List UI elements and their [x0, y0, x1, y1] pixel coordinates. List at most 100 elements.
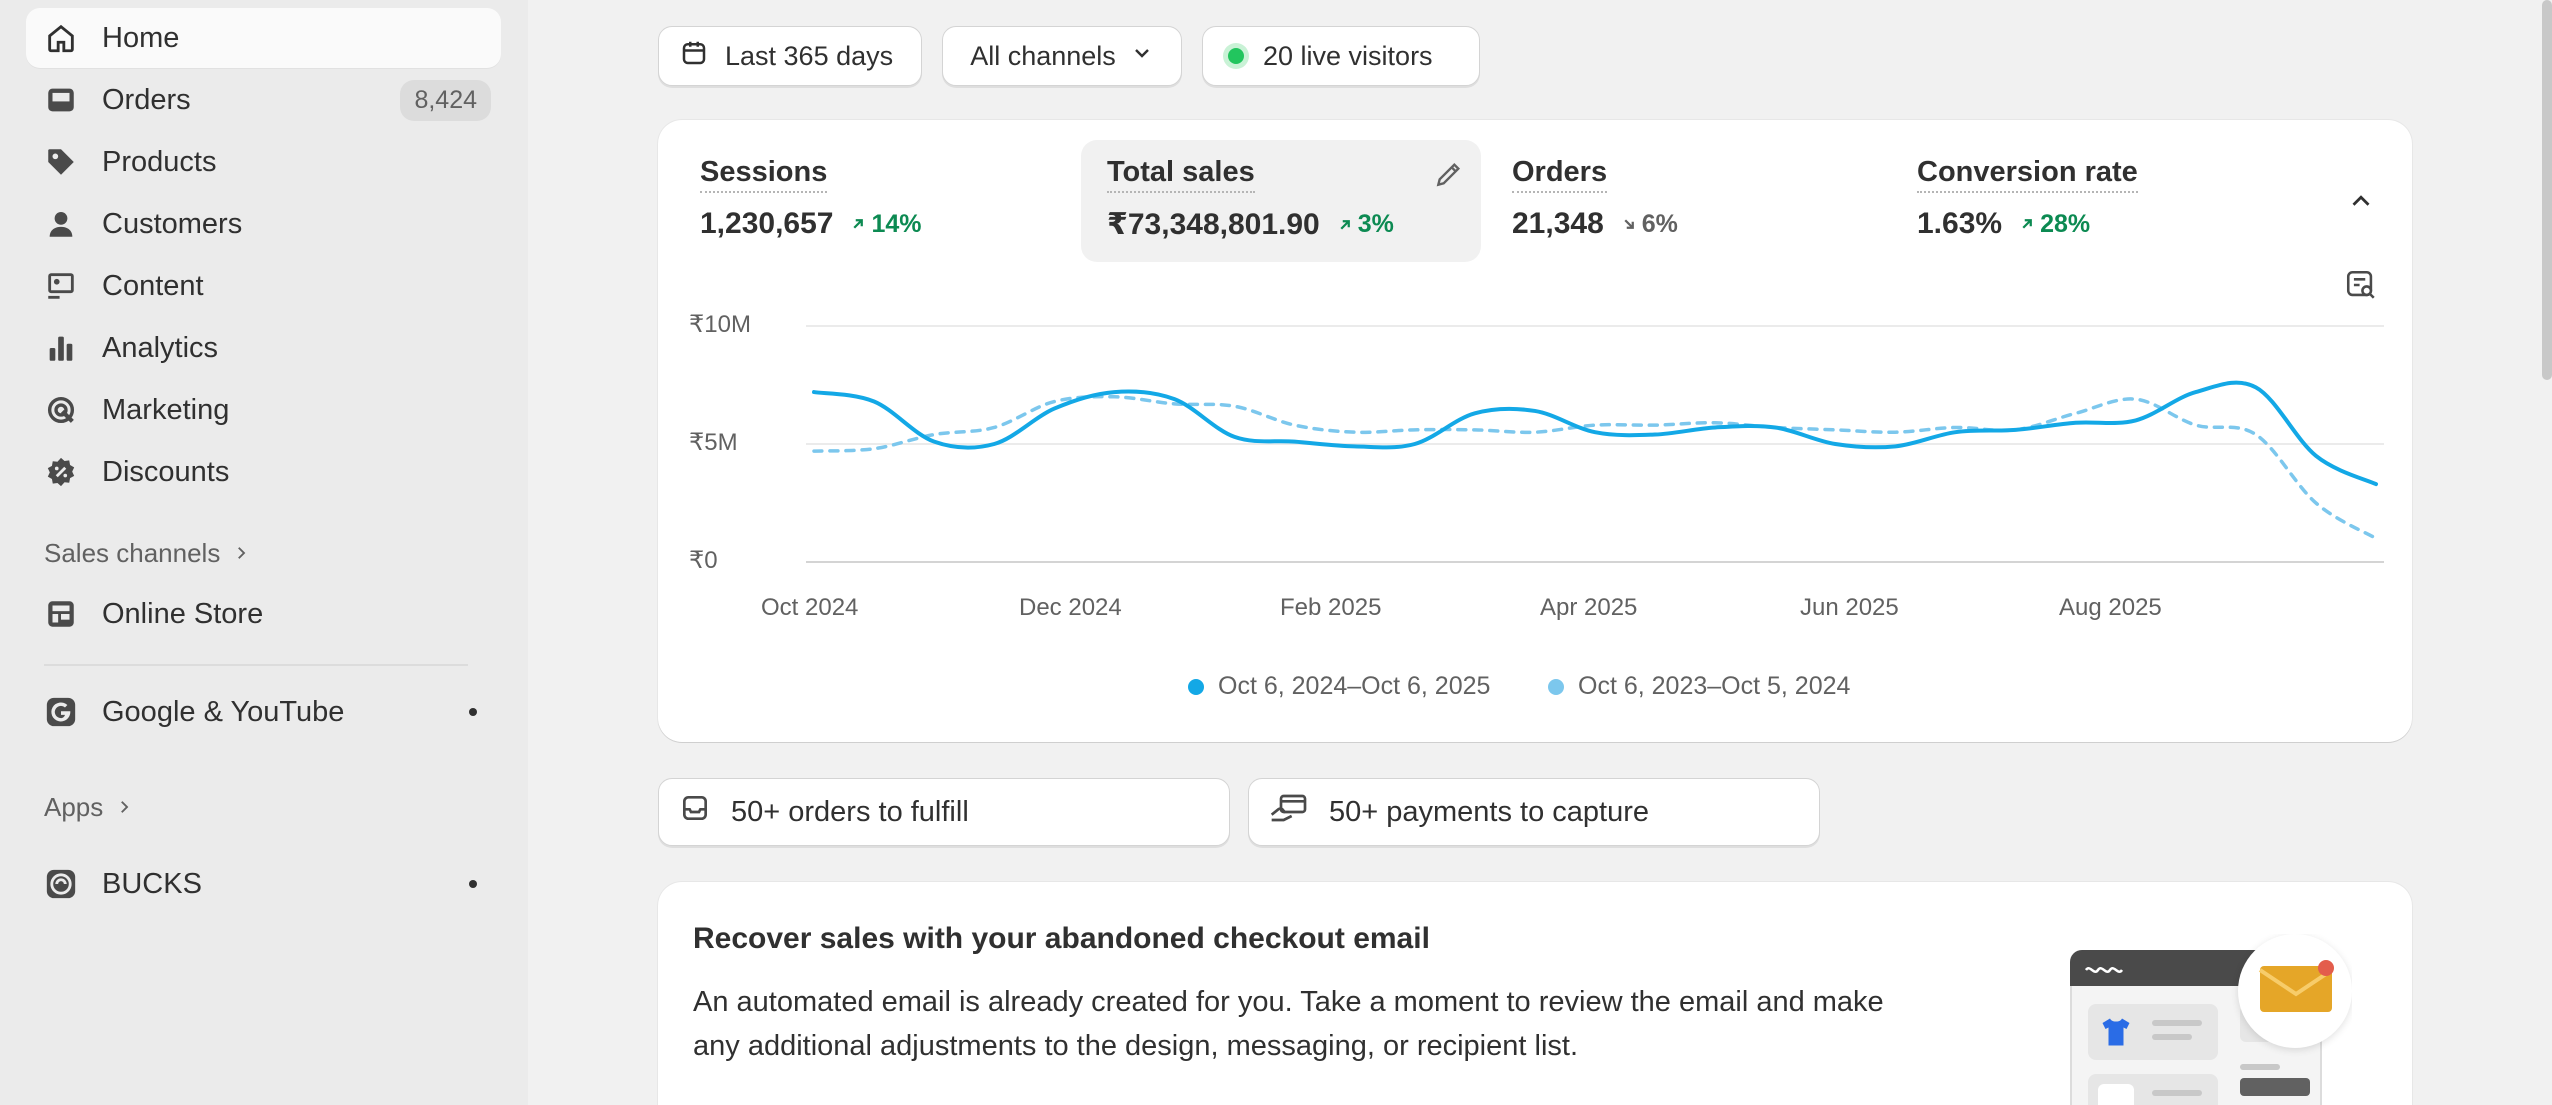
sidebar-item-orders[interactable]: Orders 8,424: [26, 70, 501, 130]
metric-label: Sessions: [700, 156, 828, 193]
scrollbar[interactable]: [2542, 0, 2552, 380]
x-tick-label: Dec 2024: [1019, 594, 1122, 621]
live-indicator-icon: [1223, 43, 1249, 69]
chevron-right-icon: [232, 538, 250, 569]
target-icon: [44, 393, 78, 427]
date-range-button[interactable]: Last 365 days: [658, 26, 922, 86]
metric-value-row: 1.63% 28%: [1917, 207, 2265, 241]
inbox-icon: [679, 792, 711, 832]
report-search-icon[interactable]: [2344, 268, 2378, 307]
sidebar-item-content[interactable]: Content: [26, 256, 501, 316]
metric-value-row: 21,348 6%: [1512, 207, 1860, 241]
sidebar-divider: [44, 664, 468, 666]
sidebar: Home Orders 8,424 Products Customers Con…: [0, 0, 528, 1105]
metric-change: 14%: [849, 209, 922, 239]
bucks-app-icon: [44, 867, 78, 901]
series-line-previous: [812, 394, 2378, 541]
metric-orders[interactable]: Orders 21,348 6%: [1486, 140, 1886, 262]
metric-conversion-rate[interactable]: Conversion rate 1.63% 28%: [1891, 140, 2291, 262]
sidebar-item-label: Marketing: [102, 393, 230, 426]
x-tick-label: Apr 2025: [1540, 594, 1638, 621]
legend-current[interactable]: Oct 6, 2024–Oct 6, 2025: [1188, 672, 1490, 701]
sidebar-item-label: Online Store: [102, 597, 264, 630]
sidebar-item-products[interactable]: Products: [26, 132, 501, 192]
legend-swatch: [1548, 678, 1564, 695]
series-line-current: [812, 380, 2378, 487]
email-illustration: [2070, 934, 2352, 1105]
apps-label: Apps: [44, 792, 104, 822]
recover-sales-title: Recover sales with your abandoned checko…: [693, 922, 1430, 955]
google-icon: [44, 695, 78, 729]
date-range-label: Last 365 days: [725, 40, 894, 71]
calendar-icon: [679, 38, 709, 75]
envelope-icon: [2258, 960, 2334, 1012]
legend-label: Oct 6, 2024–Oct 6, 2025: [1218, 672, 1491, 700]
orders-to-fulfill-button[interactable]: 50+ orders to fulfill: [658, 778, 1230, 846]
metric-change-value: 6%: [1641, 209, 1678, 238]
channels-label: All channels: [970, 40, 1116, 71]
metric-change-value: 28%: [2040, 209, 2091, 238]
sidebar-item-discounts[interactable]: Discounts: [26, 442, 501, 502]
inbox-icon: [44, 83, 78, 117]
sidebar-item-label: Analytics: [102, 331, 219, 364]
sidebar-item-label: Content: [102, 269, 204, 302]
sidebar-item-label: Customers: [102, 207, 243, 240]
live-visitors-button[interactable]: 20 live visitors: [1202, 26, 1480, 86]
sidebar-item-bucks[interactable]: BUCKS: [26, 854, 501, 914]
pencil-icon[interactable]: [1433, 158, 1465, 195]
sidebar-item-label: Discounts: [102, 455, 230, 488]
sidebar-item-customers[interactable]: Customers: [26, 194, 501, 254]
sidebar-item-google-youtube[interactable]: Google & YouTube: [26, 682, 501, 742]
x-tick-label: Aug 2025: [2059, 594, 2162, 621]
arrow-down-right-icon: [1624, 219, 1634, 229]
y-tick-label: ₹5M: [689, 429, 738, 456]
legend-previous[interactable]: Oct 6, 2023–Oct 5, 2024: [1548, 672, 1850, 701]
arrow-up-right-icon: [853, 219, 864, 229]
person-icon: [44, 207, 78, 241]
metric-value: ₹73,348,801.90: [1107, 208, 1320, 241]
sidebar-item-label: BUCKS: [102, 867, 202, 900]
sidebar-item-home[interactable]: Home: [26, 8, 501, 68]
discount-icon: [44, 455, 78, 489]
recover-sales-body: An automated email is already created fo…: [693, 986, 1884, 1062]
metric-sessions[interactable]: Sessions 1,230,657 14%: [674, 140, 1074, 262]
home-icon: [44, 21, 78, 55]
x-tick-label: Oct 2024: [761, 594, 859, 621]
legend-swatch: [1188, 678, 1204, 695]
task-label: 50+ orders to fulfill: [731, 795, 969, 828]
metric-total-sales[interactable]: Total sales ₹73,348,801.90 3%: [1081, 140, 1481, 262]
tag-icon: [44, 145, 78, 179]
metric-value-row: ₹73,348,801.90 3%: [1107, 207, 1455, 242]
y-tick-label: ₹10M: [689, 311, 751, 338]
arrow-up-right-icon: [1340, 219, 1350, 230]
metric-change: 3%: [1336, 210, 1394, 239]
chevron-right-icon: [115, 792, 133, 823]
sidebar-item-marketing[interactable]: Marketing: [26, 380, 501, 440]
sidebar-item-analytics[interactable]: Analytics: [26, 318, 501, 378]
arrow-up-right-icon: [2022, 219, 2032, 229]
sidebar-item-online-store[interactable]: Online Store: [26, 584, 501, 644]
metric-label: Orders: [1512, 156, 1608, 193]
apps-heading[interactable]: Apps: [44, 792, 133, 823]
y-tick-label: ₹0: [689, 547, 718, 574]
collapse-chevron-icon[interactable]: [2346, 186, 2376, 221]
metric-value: 21,348: [1512, 207, 1604, 240]
legend-label: Oct 6, 2023–Oct 5, 2024: [1578, 672, 1851, 700]
chevron-down-icon: [1130, 41, 1154, 72]
payments-to-capture-button[interactable]: 50+ payments to capture: [1248, 778, 1820, 846]
sales-channels-label: Sales channels: [44, 538, 221, 568]
metric-change-value: 14%: [871, 209, 922, 238]
x-tick-label: Jun 2025: [1800, 594, 1899, 621]
status-dot: [469, 880, 477, 888]
sales-channels-heading[interactable]: Sales channels: [44, 538, 250, 569]
metric-value: 1.63%: [1917, 207, 2003, 240]
sales-line-chart: [806, 325, 2384, 563]
x-tick-label: Feb 2025: [1280, 594, 1382, 621]
task-label: 50+ payments to capture: [1329, 795, 1650, 828]
metric-label: Conversion rate: [1917, 156, 2138, 193]
channels-dropdown[interactable]: All channels: [942, 26, 1182, 86]
metric-change: 28%: [2018, 210, 2090, 239]
sales-overview-card: [658, 120, 2412, 742]
sidebar-item-label: Products: [102, 145, 217, 178]
bar-chart-icon: [44, 331, 78, 365]
